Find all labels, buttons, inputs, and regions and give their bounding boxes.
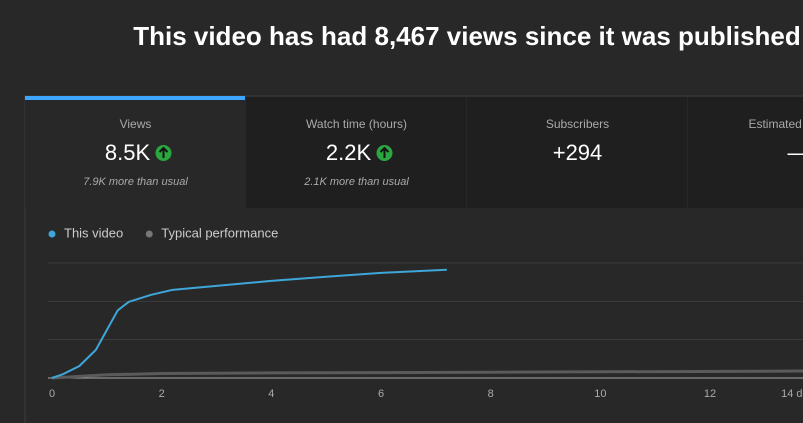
tab[interactable] [246, 97, 466, 208]
tab-value: 8.5K [105, 140, 151, 165]
tab-value: 2.2K [326, 140, 372, 165]
tab-value: +294 [553, 140, 603, 165]
tab-note: 7.9K more than usual [83, 176, 188, 188]
x-tick-label: 4 [268, 388, 274, 400]
legend-swatch [145, 230, 153, 238]
x-tick-label: 12 [704, 388, 716, 400]
tab-label: Watch time (hours) [306, 117, 407, 131]
title: This video has had 8,467 views since it … [133, 21, 801, 51]
x-tick-label: 2 [159, 388, 165, 400]
legend-label: This video [64, 225, 123, 240]
line-series [51, 268, 447, 379]
tab-label: Views [120, 117, 152, 131]
tab-indicator [25, 96, 245, 100]
tab[interactable] [25, 97, 245, 208]
tab[interactable] [688, 97, 803, 208]
trend-up-arrow [379, 146, 390, 158]
tab-label: Subscribers [546, 117, 609, 131]
x-tick-label: 14 days [781, 388, 803, 400]
tab-label: Estimated revenue [748, 117, 803, 131]
x-tick-label: 6 [378, 388, 384, 400]
x-tick-label: 8 [488, 388, 494, 400]
trend-up-arrow [158, 146, 169, 158]
x-tick-label: 10 [594, 388, 606, 400]
tab-note: 2.1K more than usual [303, 176, 409, 188]
tab[interactable] [467, 97, 687, 208]
legend-swatch [48, 230, 56, 238]
line-series [51, 369, 803, 380]
tab-value: — [788, 140, 803, 165]
legend-label: Typical performance [161, 225, 278, 240]
x-tick-label: 0 [49, 388, 55, 400]
